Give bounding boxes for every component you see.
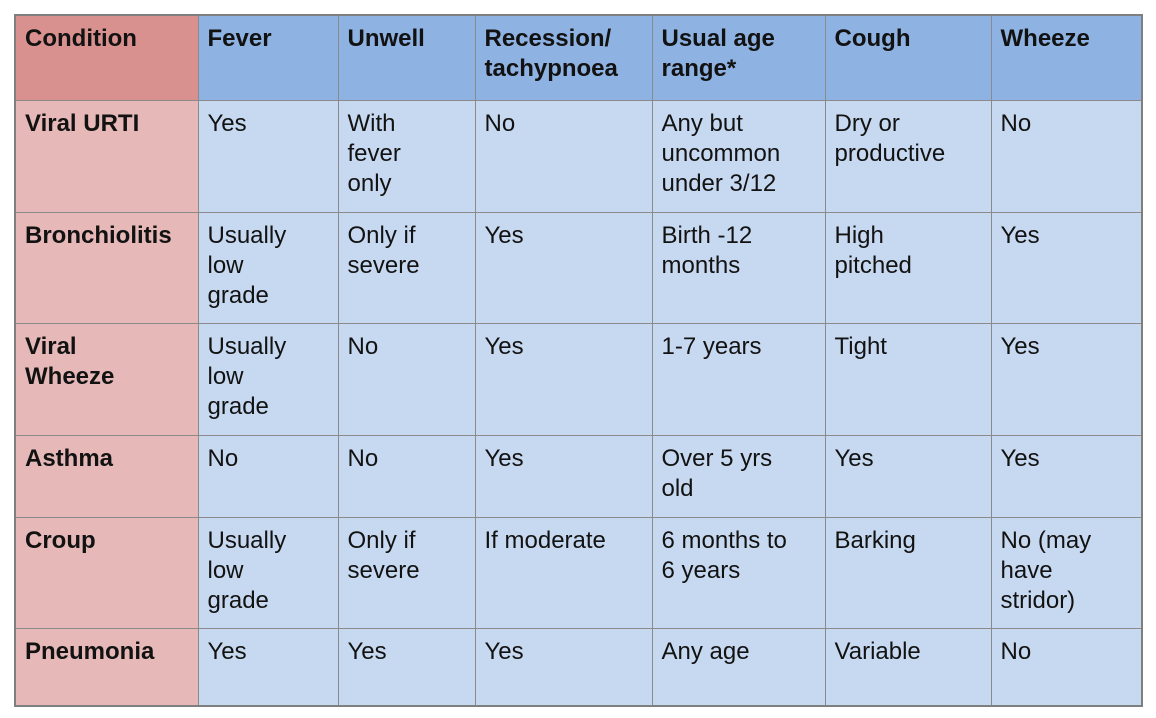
cell: Tight — [824, 322, 992, 436]
respiratory-conditions-table: Condition Fever Unwell Recession/ tachyp… — [14, 14, 1143, 707]
header-cell-recession-tachypnoea: Recession/ tachypnoea — [474, 14, 653, 101]
header-cell-unwell: Unwell — [337, 14, 476, 101]
header-cell-fever: Fever — [197, 14, 339, 101]
cell: Variable — [824, 627, 992, 707]
cell: If moderate — [474, 516, 653, 629]
cell: Yes — [337, 627, 476, 707]
cell: Usually low grade — [197, 322, 339, 436]
condition-cell-viral-wheeze: Viral Wheeze — [14, 322, 199, 436]
header-cell-condition: Condition — [14, 14, 199, 101]
cell: Birth -12 months — [651, 211, 826, 324]
row-bronchiolitis: Bronchiolitis Usually low grade Only if … — [14, 211, 1143, 324]
row-pneumonia: Pneumonia Yes Yes Yes Any age Variable N… — [14, 627, 1143, 707]
cell: High pitched — [824, 211, 992, 324]
condition-cell-asthma: Asthma — [14, 434, 199, 518]
condition-cell-pneumonia: Pneumonia — [14, 627, 199, 707]
cell: No — [474, 99, 653, 213]
row-viral-wheeze: Viral Wheeze Usually low grade No Yes 1-… — [14, 322, 1143, 436]
cell: Yes — [824, 434, 992, 518]
cell: Yes — [990, 322, 1143, 436]
row-croup: Croup Usually low grade Only if severe I… — [14, 516, 1143, 629]
cell: Yes — [990, 434, 1143, 518]
cell: Yes — [990, 211, 1143, 324]
cell: Yes — [474, 627, 653, 707]
cell: Barking — [824, 516, 992, 629]
header-cell-usual-age-range: Usual age range* — [651, 14, 826, 101]
cell: 6 months to 6 years — [651, 516, 826, 629]
row-viral-urti: Viral URTI Yes With fever only No Any bu… — [14, 99, 1143, 213]
header-cell-wheeze: Wheeze — [990, 14, 1143, 101]
condition-cell-viral-urti: Viral URTI — [14, 99, 199, 213]
cell: Yes — [197, 99, 339, 213]
cell: Usually low grade — [197, 211, 339, 324]
cell: No — [990, 99, 1143, 213]
cell: No — [337, 322, 476, 436]
cell: No — [337, 434, 476, 518]
cell: Dry or productive — [824, 99, 992, 213]
row-asthma: Asthma No No Yes Over 5 yrs old Yes Yes — [14, 434, 1143, 518]
cell: No (may have stridor) — [990, 516, 1143, 629]
cell: Any age — [651, 627, 826, 707]
cell: Yes — [474, 434, 653, 518]
cell: Yes — [197, 627, 339, 707]
cell: Any but uncommon under 3/12 — [651, 99, 826, 213]
cell: Only if severe — [337, 516, 476, 629]
cell: With fever only — [337, 99, 476, 213]
condition-cell-bronchiolitis: Bronchiolitis — [14, 211, 199, 324]
condition-cell-croup: Croup — [14, 516, 199, 629]
cell: Yes — [474, 211, 653, 324]
cell: Only if severe — [337, 211, 476, 324]
header-row: Condition Fever Unwell Recession/ tachyp… — [14, 14, 1143, 101]
header-cell-cough: Cough — [824, 14, 992, 101]
cell: 1-7 years — [651, 322, 826, 436]
cell: Usually low grade — [197, 516, 339, 629]
cell: No — [197, 434, 339, 518]
cell: Over 5 yrs old — [651, 434, 826, 518]
cell: No — [990, 627, 1143, 707]
cell: Yes — [474, 322, 653, 436]
